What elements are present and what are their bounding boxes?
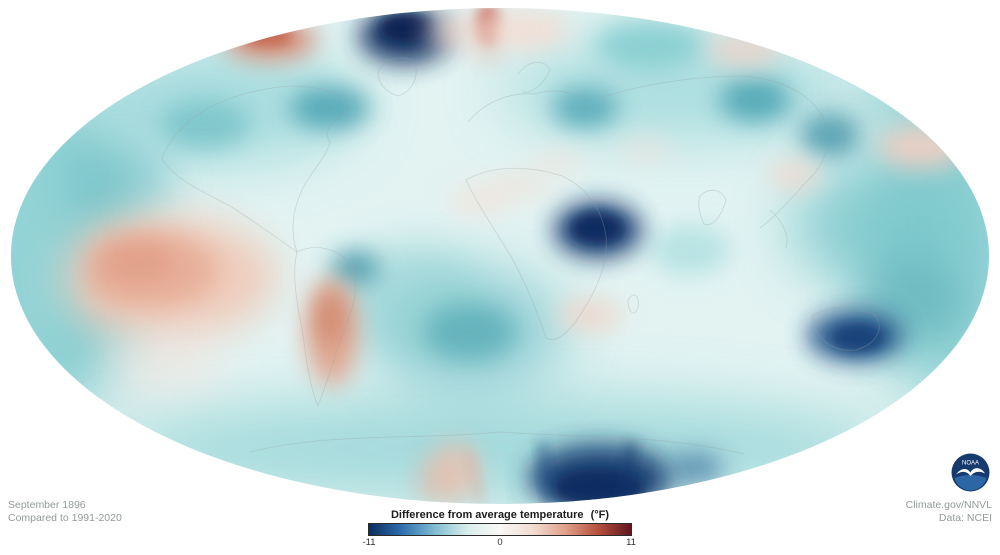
noaa-gull-icon [956,468,985,476]
legend-colorbar [368,523,632,536]
legend-title: Difference from average temperature (°F) [330,509,670,521]
noaa-logo-sea [954,475,987,491]
coastlines [161,57,880,455]
credit-site: Climate.gov/NNVL [905,499,992,511]
left-edge-wash [11,115,72,395]
strong-cold-anomaly-blobs [359,8,903,504]
cool-anomaly-blobs [160,20,860,360]
legend-ticks: -11 0 11 [362,537,635,549]
legend: Difference from average temperature (°F)… [330,509,670,549]
credits: Climate.gov/NNVL Data: NCEI [906,499,992,524]
warm-anomaly-blobs [53,8,966,504]
legend-tick-max: 11 [626,537,636,548]
noaa-logo-text: NOAA [962,461,979,467]
map-baseline: Compared to 1991-2020 [8,511,122,524]
legend-tick-zero: 0 [497,537,503,548]
legend-title-text: Difference from average temperature [390,509,584,521]
credit-data: Data: NCEI [938,511,992,524]
antarctic-streaks [463,441,638,504]
world-anomaly-map [11,8,989,504]
legend-unit: (°F) [590,509,610,521]
legend-tick-min: -11 [362,537,376,548]
map-date-caption: September 1896 Compared to 1991-2020 [8,499,122,524]
noaa-logo: NOAA [951,453,990,492]
map-date: September 1896 [8,499,86,511]
